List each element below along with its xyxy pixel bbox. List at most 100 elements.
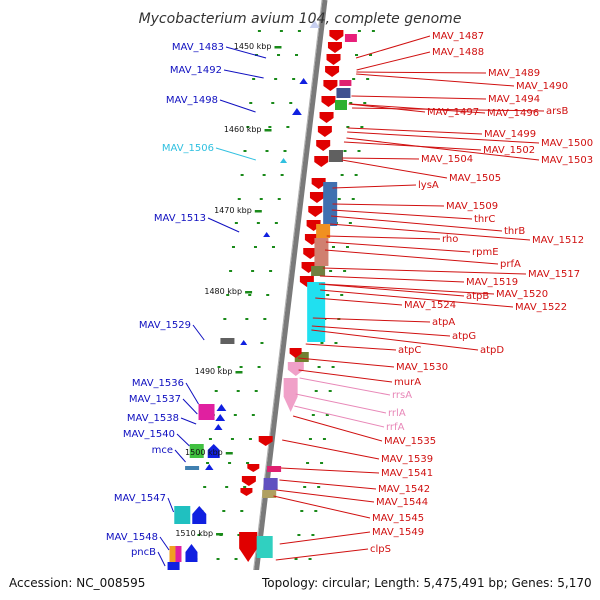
gene-label-mura[interactable]: murA	[394, 377, 421, 388]
gene-label-rrfa[interactable]: rrfA	[386, 422, 405, 433]
gene-box	[294, 352, 309, 362]
gene-box	[329, 150, 343, 162]
gene-box	[185, 466, 200, 470]
gene-label-atpd[interactable]: atpD	[480, 345, 504, 356]
kbp-tick-label: 1460 kbp	[224, 125, 262, 134]
gene-label-mav_1488[interactable]: MAV_1488	[432, 47, 484, 58]
gene-label-mav_1530[interactable]: MAV_1530	[396, 362, 448, 373]
reverse-gene-arrow	[214, 424, 223, 430]
gene-label-mav_1544[interactable]: MAV_1544	[376, 497, 428, 508]
gene-label-mav_1489[interactable]: MAV_1489	[488, 68, 540, 79]
gene-label-atpb[interactable]: atpB	[466, 291, 489, 302]
gene-box	[339, 80, 352, 86]
gene-label-mav_1529[interactable]: MAV_1529	[139, 320, 191, 331]
leader-line	[223, 69, 264, 79]
leader-line	[331, 209, 473, 220]
kbp-tick-label: 1470 kbp	[214, 206, 252, 215]
gene-label-mav_1487[interactable]: MAV_1487	[432, 31, 484, 42]
leader-line	[157, 551, 166, 567]
gene-box	[256, 536, 273, 558]
gene-label-mav_1492[interactable]: MAV_1492	[170, 65, 222, 76]
gene-label-mav_1494[interactable]: MAV_1494	[488, 94, 540, 105]
gene-label-thrc[interactable]: thrC	[474, 214, 495, 225]
gene-label-mav_1497[interactable]: MAV_1497	[427, 107, 479, 118]
leader-line	[332, 184, 417, 189]
gene-label-rrla[interactable]: rrlA	[388, 408, 406, 419]
gene-label-mav_1540[interactable]: MAV_1540	[123, 429, 175, 440]
gene-label-clps[interactable]: clpS	[370, 544, 391, 555]
leader-line	[311, 329, 479, 351]
leader-line	[185, 382, 199, 405]
gene-label-mav_1542[interactable]: MAV_1542	[378, 484, 430, 495]
kbp-tick-label: 1480 kbp	[204, 287, 242, 296]
gene-label-mav_1549[interactable]: MAV_1549	[372, 527, 424, 538]
leader-line	[312, 317, 431, 323]
kbp-tick-label: 1490 kbp	[195, 367, 233, 376]
gene-label-mav_1522[interactable]: MAV_1522	[515, 302, 567, 313]
gene-label-mav_1541[interactable]: MAV_1541	[381, 468, 433, 479]
gene-label-pncb[interactable]: pncB	[131, 547, 156, 558]
gene-label-mav_1483[interactable]: MAV_1483	[172, 42, 224, 53]
gene-label-atpa[interactable]: atpA	[432, 317, 455, 328]
gene-label-mav_1519[interactable]: MAV_1519	[466, 277, 518, 288]
gene-label-mav_1539[interactable]: MAV_1539	[381, 454, 433, 465]
gene-box	[262, 490, 277, 498]
gene-label-mav_1512[interactable]: MAV_1512	[532, 235, 584, 246]
leader-line	[279, 531, 371, 545]
dotted-tracks	[191, 30, 375, 584]
gene-label-mav_1498[interactable]: MAV_1498	[166, 95, 218, 106]
leader-line	[174, 449, 186, 463]
gene-label-mav_1503[interactable]: MAV_1503	[541, 155, 593, 166]
leader-line	[280, 467, 380, 474]
gene-label-rrsa[interactable]: rrsA	[392, 390, 412, 401]
gene-label-prfa[interactable]: prfA	[500, 259, 521, 270]
right-gene-labels[interactable]: MAV_1487 MAV_1488 MAV_1489 MAV_1490 MAV_1494…	[370, 31, 593, 555]
leader-line	[325, 241, 471, 253]
forward-gene-arrow	[316, 140, 331, 151]
gene-label-mav_1505[interactable]: MAV_1505	[449, 173, 501, 184]
gene-label-lysa[interactable]: lysA	[418, 180, 439, 191]
leader-line	[348, 103, 426, 113]
gene-label-mav_1506[interactable]: MAV_1506	[162, 143, 214, 154]
gene-label-mav_1536[interactable]: MAV_1536	[132, 378, 184, 389]
gene-label-atpg[interactable]: atpG	[452, 331, 476, 342]
rrna-arrow	[283, 378, 298, 412]
leader-line	[347, 131, 540, 144]
gene-label-mav_1499[interactable]: MAV_1499	[484, 129, 536, 140]
gene-label-mav_1520[interactable]: MAV_1520	[496, 289, 548, 300]
leader-line	[297, 357, 395, 368]
leader-line	[341, 159, 448, 179]
left-gene-labels[interactable]: MAV_1483 MAV_1492 MAV_1498 MAV_1506 MAV_1513…	[106, 42, 224, 558]
leader-line	[215, 147, 256, 161]
gene-label-mav_1496[interactable]: MAV_1496	[487, 108, 539, 119]
reverse-gene-arrow	[207, 444, 220, 458]
gene-label-rpme[interactable]: rpmE	[472, 247, 499, 258]
reverse-gene-arrow	[299, 78, 308, 84]
gene-label-rho[interactable]: rho	[442, 234, 458, 245]
gene-label-mce[interactable]: mce	[152, 445, 173, 456]
gene-label-mav_1509[interactable]: MAV_1509	[446, 201, 498, 212]
gene-label-mav_1513[interactable]: MAV_1513	[154, 213, 206, 224]
gene-label-mav_1517[interactable]: MAV_1517	[528, 269, 580, 280]
leader-line	[176, 433, 190, 447]
forward-gene-arrow	[325, 66, 340, 77]
gene-label-thrb[interactable]: thrB	[504, 226, 525, 237]
kbp-tick-mark	[254, 210, 262, 213]
gene-label-mav_1502[interactable]: MAV_1502	[483, 145, 535, 156]
leader-line	[322, 267, 527, 275]
gene-label-mav_1490[interactable]: MAV_1490	[516, 81, 568, 92]
gene-label-mav_1535[interactable]: MAV_1535	[384, 436, 436, 447]
gene-label-atpc[interactable]: atpC	[398, 345, 421, 356]
forward-gene-arrow	[258, 436, 273, 446]
gene-label-mav_1548[interactable]: MAV_1548	[106, 532, 158, 543]
gene-label-mav_1538[interactable]: MAV_1538	[127, 413, 179, 424]
gene-label-mav_1500[interactable]: MAV_1500	[541, 138, 593, 149]
gene-label-mav_1504[interactable]: MAV_1504	[421, 154, 473, 165]
gene-label-mav_1547[interactable]: MAV_1547	[114, 493, 166, 504]
leader-line	[295, 393, 387, 414]
gene-label-arsb[interactable]: arsB	[546, 106, 568, 117]
forward-gene-arrow	[319, 112, 334, 123]
gene-label-mav_1537[interactable]: MAV_1537	[129, 394, 181, 405]
gene-label-mav_1524[interactable]: MAV_1524	[404, 300, 456, 311]
gene-label-mav_1545[interactable]: MAV_1545	[372, 513, 424, 524]
